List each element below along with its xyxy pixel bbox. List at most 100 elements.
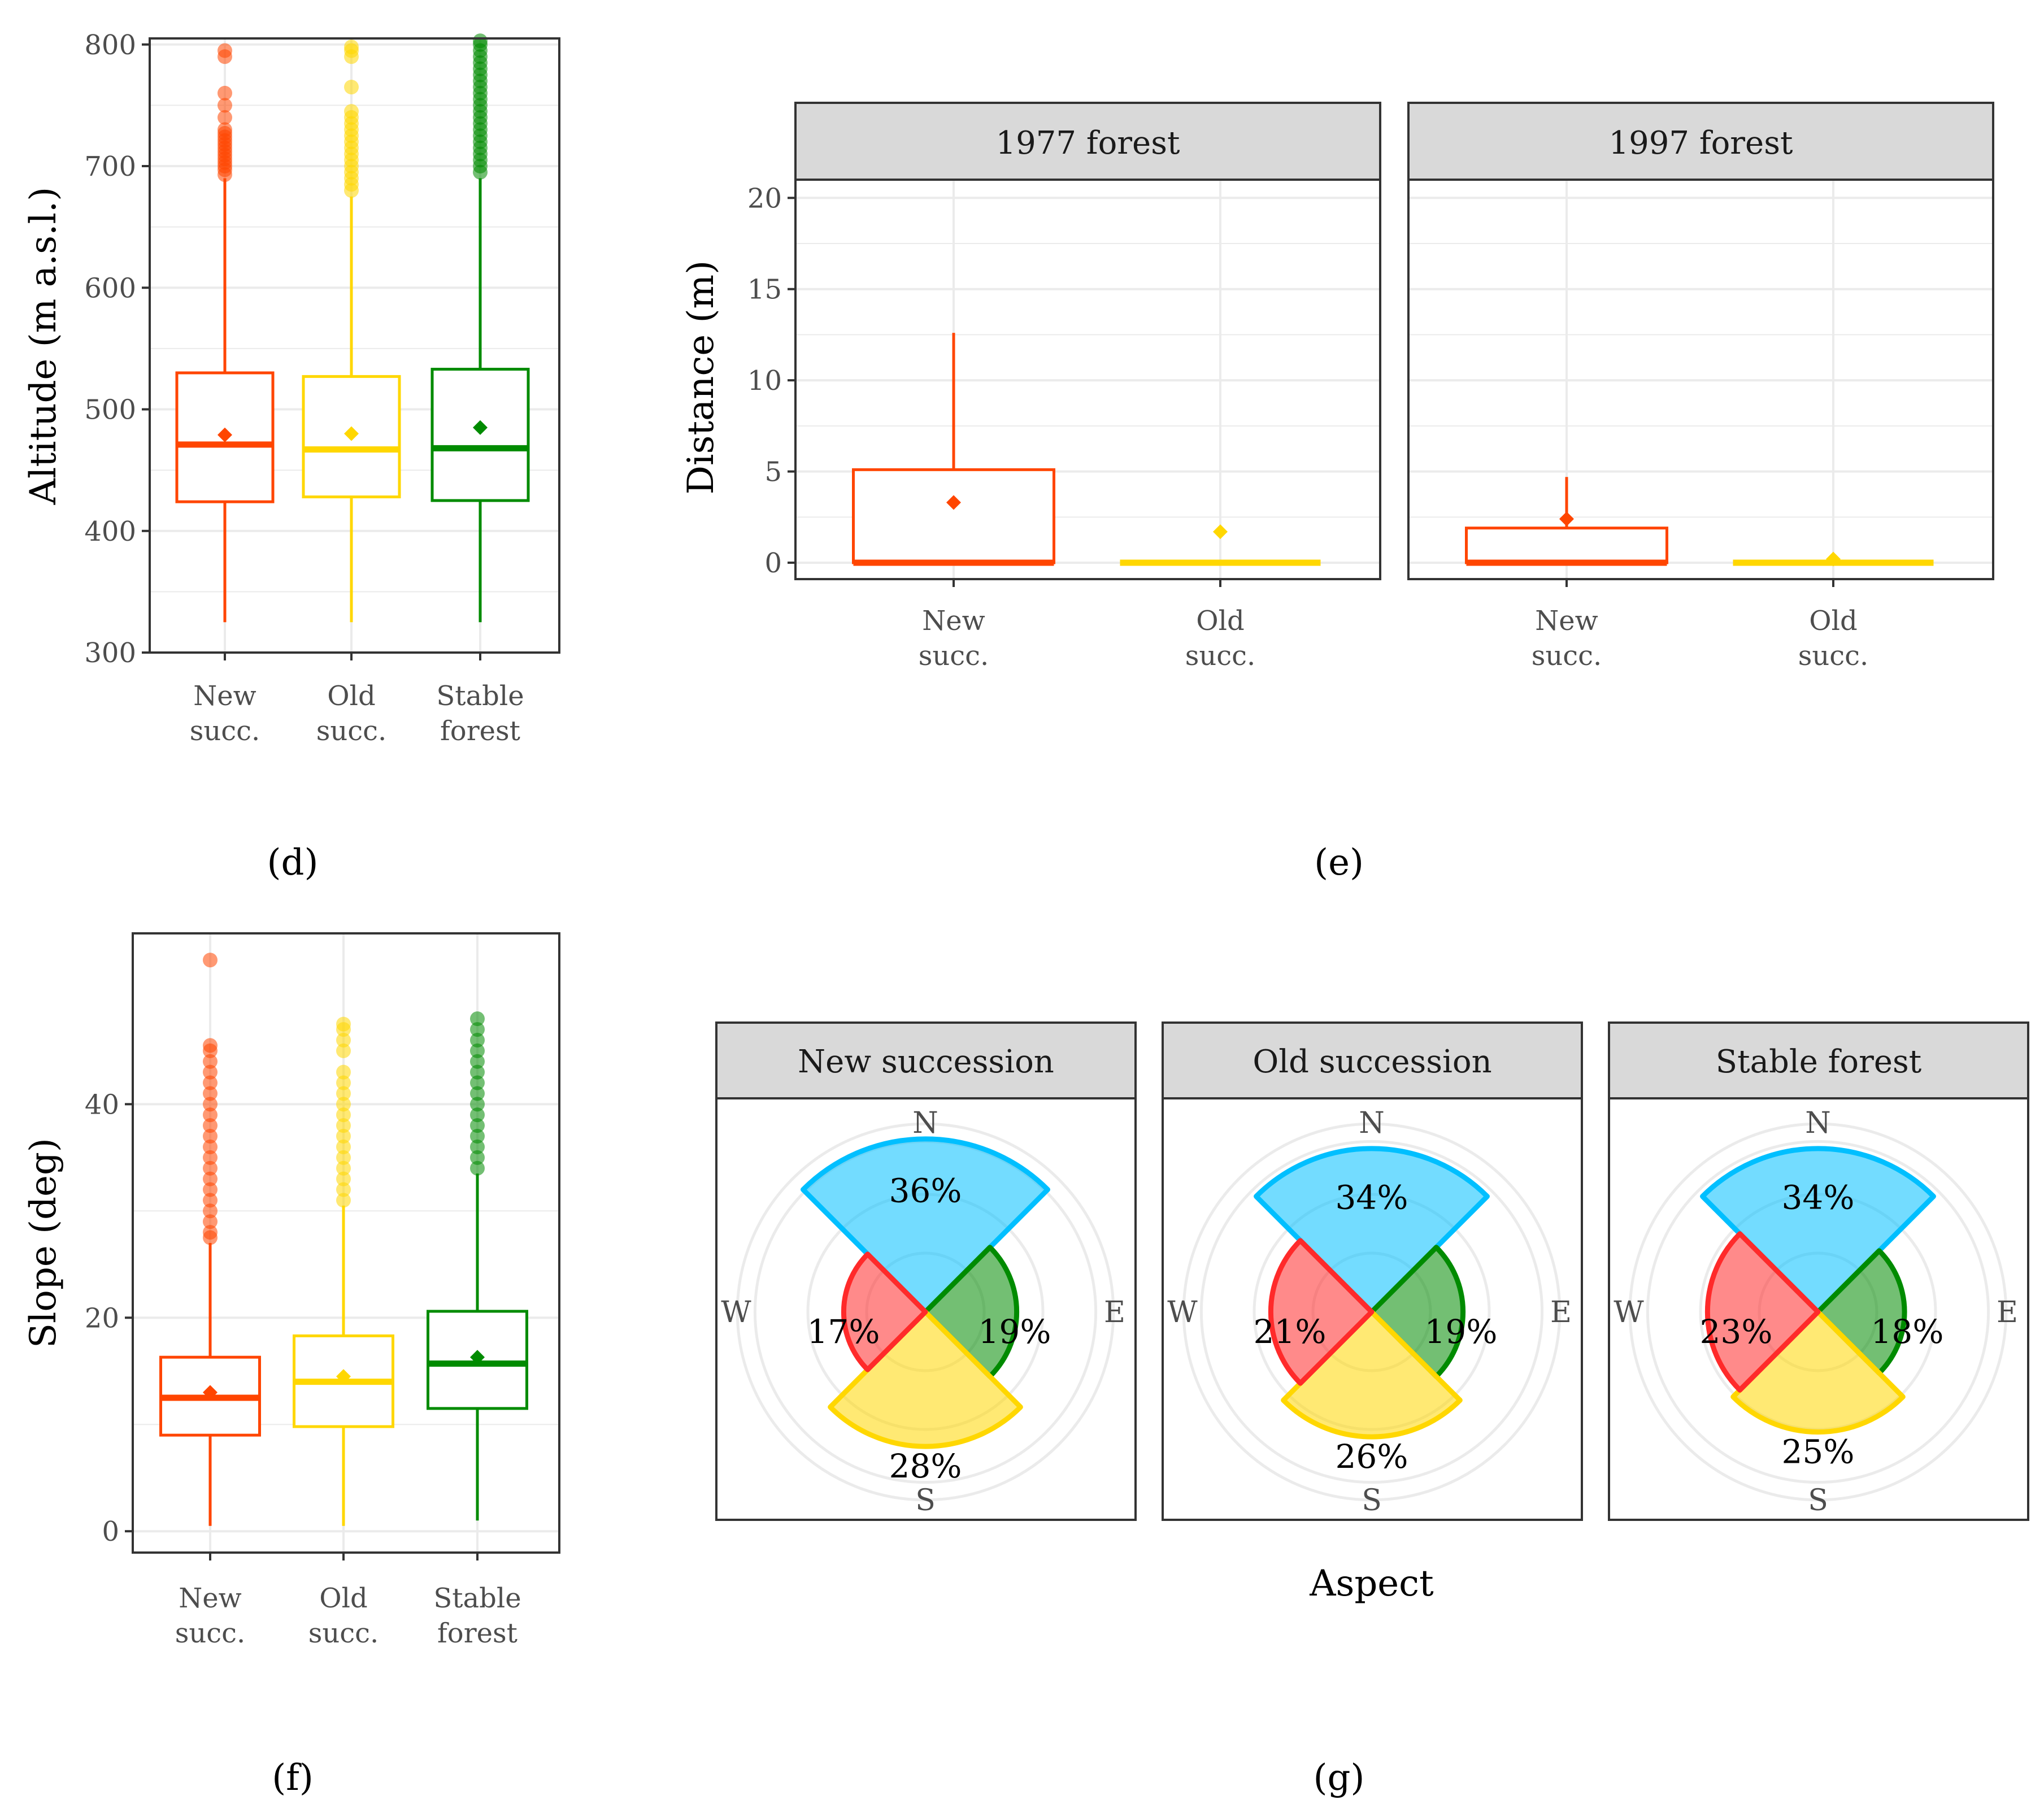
caption-g: (g) xyxy=(1314,1757,1365,1799)
d-outlier-0 xyxy=(218,43,232,58)
d-outlier-0 xyxy=(218,85,232,101)
compass-w: W xyxy=(1167,1296,1198,1329)
e0-mean-1 xyxy=(1213,524,1228,540)
x-tick-label: succ. xyxy=(190,715,260,747)
compass-s: S xyxy=(915,1484,936,1518)
f-outlier-0 xyxy=(203,1193,218,1208)
facet-title-e: 1977 forest xyxy=(996,125,1180,162)
f-outlier-0 xyxy=(203,953,218,968)
x-tick-label: New xyxy=(193,680,256,712)
f-outlier-2 xyxy=(470,1129,485,1144)
y-tick-label: 20 xyxy=(747,182,782,214)
y-tick-label: 20 xyxy=(85,1302,119,1334)
e0-box-0 xyxy=(852,468,1055,564)
rose-wedge-s xyxy=(1281,1309,1463,1440)
x-tick-label: Stable xyxy=(436,680,524,712)
caption-d: (d) xyxy=(267,842,319,884)
rose-label-s: 26% xyxy=(1336,1437,1408,1476)
f-outlier-2 xyxy=(470,1097,485,1112)
f-outlier-1 xyxy=(336,1086,351,1101)
f-outlier-1 xyxy=(336,1107,351,1123)
f-outlier-0 xyxy=(203,1139,218,1154)
f-outlier-1 xyxy=(336,1043,351,1058)
x-tick-label: succ. xyxy=(308,1618,379,1649)
y-tick-label: 700 xyxy=(84,151,136,182)
f-outlier-1 xyxy=(336,1129,351,1144)
f-outlier-1 xyxy=(336,1016,351,1032)
f-outlier-2 xyxy=(470,1064,485,1080)
e1-mean-0 xyxy=(1559,511,1574,527)
f-outlier-1 xyxy=(336,1160,351,1176)
rose-label-s: 25% xyxy=(1782,1433,1855,1471)
x-tick-label: Old xyxy=(1196,605,1244,637)
compass-s: S xyxy=(1808,1484,1828,1518)
f-outlier-1 xyxy=(336,1171,351,1186)
f-outlier-0 xyxy=(203,1225,218,1240)
caption-e: (e) xyxy=(1314,842,1364,884)
e1-panel-border xyxy=(1407,179,1994,580)
compass-n: N xyxy=(1805,1106,1831,1140)
d-outlier-0 xyxy=(218,98,232,113)
x-tick-label: succ. xyxy=(919,640,989,672)
caption-f: (f) xyxy=(272,1757,314,1799)
f-outlier-0 xyxy=(203,1107,218,1123)
compass-n: N xyxy=(912,1106,938,1140)
f-outlier-2 xyxy=(470,1086,485,1101)
x-tick-label: Stable xyxy=(433,1583,521,1614)
y-tick-label: 300 xyxy=(84,637,136,669)
x-tick-label: New xyxy=(179,1583,242,1614)
rose-label-e: 18% xyxy=(1871,1312,1944,1351)
y-tick-label: 800 xyxy=(84,29,136,61)
x-tick-label: Old xyxy=(1809,605,1857,637)
x-tick-label: succ. xyxy=(1185,640,1256,672)
y-tick-label: 40 xyxy=(85,1089,119,1120)
rose-wedge-w xyxy=(841,1251,928,1372)
f-outlier-2 xyxy=(470,1054,485,1069)
f-outlier-0 xyxy=(203,1129,218,1144)
x-tick-label: Old xyxy=(319,1583,367,1614)
compass-w: W xyxy=(721,1296,751,1329)
f-outlier-0 xyxy=(203,1054,218,1069)
compass-w: W xyxy=(1614,1296,1644,1329)
f-outlier-0 xyxy=(203,1182,218,1197)
y-axis-title: Altitude (m a.s.l.) xyxy=(23,187,64,505)
rose-wedge-e xyxy=(1369,1245,1466,1379)
x-tick-label: forest xyxy=(440,715,520,747)
polar-grid-ring xyxy=(1628,1122,2008,1502)
f-outlier-0 xyxy=(203,1097,218,1112)
f-outlier-0 xyxy=(203,1086,218,1101)
f-outlier-1 xyxy=(336,1118,351,1133)
facet-title-g: Old succession xyxy=(1253,1044,1491,1080)
rose-wedge-n xyxy=(801,1136,1050,1315)
compass-e: E xyxy=(1550,1296,1572,1329)
d-mean-2 xyxy=(473,420,488,435)
x-tick-label: succ. xyxy=(316,715,387,747)
y-tick-label: 5 xyxy=(764,457,782,488)
f-outlier-0 xyxy=(203,1171,218,1186)
f-outlier-2 xyxy=(470,1160,485,1176)
f-outlier-1 xyxy=(336,1097,351,1112)
f-outlier-0 xyxy=(203,1160,218,1176)
x-tick-label: succ. xyxy=(1798,640,1869,672)
facet-strip-g xyxy=(1162,1021,1583,1099)
e1-box-0 xyxy=(1465,527,1668,564)
facet-title-g: New succession xyxy=(798,1044,1054,1080)
f-outlier-0 xyxy=(203,1214,218,1229)
x-tick-label: forest xyxy=(437,1618,517,1649)
e0-mean-0 xyxy=(946,495,961,510)
rose-wedge-w xyxy=(1268,1238,1375,1386)
d-box-0 xyxy=(175,371,275,503)
y-axis-title: Distance (m) xyxy=(680,260,722,494)
polar-grid-ring xyxy=(1182,1122,1562,1502)
f-outlier-1 xyxy=(336,1193,351,1208)
f-outlier-0 xyxy=(203,1118,218,1133)
f-outlier-2 xyxy=(470,1139,485,1154)
d-outlier-2 xyxy=(473,33,488,49)
f-outlier-2 xyxy=(470,1150,485,1165)
y-tick-label: 0 xyxy=(764,547,782,579)
f-outlier-1 xyxy=(336,1182,351,1197)
rose-wedge-s xyxy=(1730,1309,1906,1435)
f-outlier-2 xyxy=(470,1043,485,1058)
rose-wedge-n xyxy=(1254,1146,1490,1315)
facet-title-e: 1997 forest xyxy=(1609,125,1793,162)
